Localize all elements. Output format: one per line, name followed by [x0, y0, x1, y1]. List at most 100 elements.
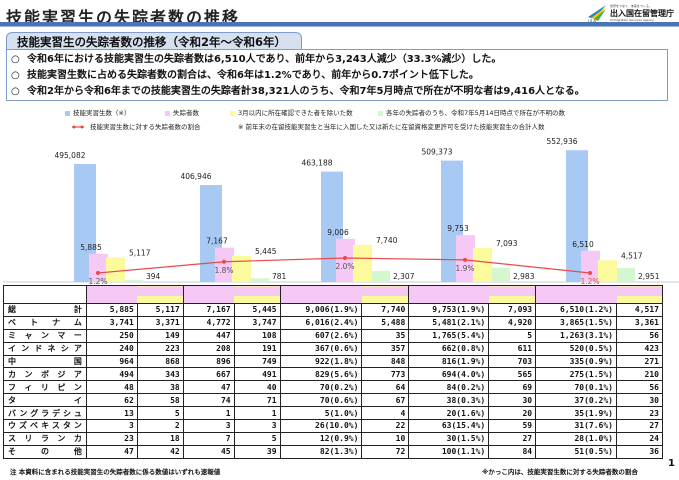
- table-cell: 275(1.5%): [535, 367, 617, 382]
- logo-abbr: ISA: [588, 19, 597, 23]
- row-label: その他: [3, 444, 87, 459]
- table-cell: 38: [136, 380, 184, 395]
- footnote-right: ※かっこ内は、技能実習生数に対する失踪者数の割合: [482, 468, 638, 476]
- legend-swatch-icon: [165, 110, 170, 116]
- ratio-point: [96, 271, 100, 275]
- table-cell: 42: [136, 444, 184, 459]
- bar-2-3: [473, 247, 492, 282]
- table-cell: 271: [616, 354, 663, 369]
- table-cell: 3,865(1.5%): [535, 315, 617, 330]
- ratio-label: 1.9%: [455, 264, 474, 273]
- table-cell: 38(0.3%): [408, 393, 490, 408]
- table-cell: 447: [182, 328, 235, 343]
- table-cell: 3: [85, 419, 138, 433]
- table-cell: 3: [233, 419, 281, 433]
- bar-label: 463,188: [301, 159, 332, 168]
- table-cell: 67: [361, 393, 410, 408]
- table-row: ミャンマー 250 149 447 108 607(2.6%) 35 1,765(5.4%) 5…: [3, 328, 663, 343]
- table-cell: 7,740: [361, 303, 410, 317]
- bar-label: 495,082: [54, 151, 85, 160]
- bar-label: 9,753: [447, 224, 469, 233]
- table-cell: 84: [488, 444, 537, 459]
- legend-item: 技能実習生数（※）: [65, 107, 130, 117]
- table-cell: 9,006(1.9%): [279, 303, 363, 317]
- table-cell: 5,481(2.1%): [408, 315, 490, 330]
- table-cell: 868: [136, 354, 184, 369]
- header-cell-remaining: [234, 285, 281, 304]
- legend-label: 失踪者数: [173, 109, 199, 117]
- table-cell: 4,772: [182, 315, 235, 330]
- header-cell-missing: [535, 285, 617, 304]
- table-cell: 5: [136, 406, 184, 421]
- table-cell: 84(0.2%): [408, 380, 490, 395]
- table-cell: 51(0.5%): [535, 444, 617, 459]
- legend-swatch-icon: [378, 110, 383, 116]
- bar-label: 2,983: [513, 272, 535, 281]
- table-cell: 703: [488, 354, 537, 369]
- table-cell: 1: [233, 406, 281, 421]
- summary-bullet: ○ 令和6年における技能実習生の失踪者数は6,510人であり、前年から3,243人…: [11, 52, 663, 68]
- table-cell: 72: [361, 444, 410, 459]
- table-cell: 667: [182, 367, 235, 382]
- summary-bullet: ○ 令和2年から令和6年までの技能実習生の失踪者計38,321人のうち、令和7年5…: [11, 84, 663, 100]
- table-cell: 23: [85, 431, 138, 446]
- bar-1-4: [581, 250, 600, 282]
- bar-1-2: [336, 238, 355, 282]
- bar-label: 9,006: [327, 228, 349, 237]
- table-row: 総計 5,885 5,117 7,167 5,445 9,006(1.9%) 7,740 9,…: [3, 303, 663, 317]
- bar-label: 5,885: [80, 243, 102, 252]
- table-cell: 491: [233, 367, 281, 382]
- ratio-point: [343, 256, 347, 260]
- logo-english: Immigration Services Agency: [610, 18, 654, 22]
- title-rule-thin: [0, 26, 679, 27]
- table-cell: 5: [488, 328, 537, 343]
- table-row: インドネシア 240 223 208 191 367(0.6%) 357 662(0.8%) 6…: [3, 341, 663, 356]
- bar-label: 7,740: [376, 236, 398, 245]
- ratio-point: [463, 257, 467, 262]
- legend-line-icon: [72, 125, 84, 129]
- table-cell: 964: [85, 354, 138, 369]
- table-cell: 18: [136, 431, 184, 446]
- row-label: バングラデシュ: [3, 406, 87, 421]
- header-cell-remaining: [616, 285, 663, 304]
- table-cell: 69: [488, 380, 537, 395]
- bar-label: 4,517: [621, 251, 643, 260]
- table-cell: 70(0.2%): [279, 380, 363, 395]
- legend-label: 技能実習生数に対する失踪者数の割合: [90, 123, 201, 131]
- summary-bullet: ○ 技能実習生数に占める失踪者数の割合は、令和6年は1.2%であり、前年から0.7…: [11, 68, 663, 84]
- table-cell: 210: [616, 367, 663, 382]
- bar-label: 7,093: [496, 239, 518, 248]
- bullet-icon: ○: [11, 70, 20, 81]
- page-number: 1: [668, 458, 675, 469]
- bullet-text: 令和2年から令和6年までの技能実習生の失踪者計38,321人のうち、令和7年5月…: [27, 86, 585, 97]
- table-cell: 20: [488, 406, 537, 421]
- table-row: ウズベキスタン 3 2 3 3 26(10.0%) 22 63(15.4%) 59 31(7.6%…: [3, 419, 663, 433]
- header-cell-missing: [408, 285, 489, 304]
- ratio-label: 2.0%: [335, 262, 354, 271]
- logo-name: 出入国在留管理庁: [610, 9, 674, 18]
- table-row: ベトナム 3,741 3,371 4,772 3,747 6,016(2.4%) 5,488…: [3, 315, 663, 330]
- table-cell: 63(15.4%): [408, 419, 490, 433]
- table-cell: 28(1.0%): [535, 431, 617, 446]
- bar-label: 5,445: [255, 247, 277, 256]
- bar-label: 7,167: [206, 237, 228, 246]
- agency-logo: ISA 世界をつなぐ、未来をつくる。 出入国在留管理庁 Immigration …: [586, 3, 676, 23]
- row-label: タイ: [3, 393, 87, 408]
- table-row: カンボジア 494 343 667 491 829(5.6%) 773 694(4.0%) 56…: [3, 367, 663, 382]
- table-cell: 3,361: [616, 315, 663, 330]
- header-blank: [3, 285, 87, 304]
- table-cell: 10: [361, 431, 410, 446]
- table-cell: 35(1.9%): [535, 406, 617, 421]
- legend-label: 3月以内に所在確認できた者を除いた数: [238, 109, 353, 117]
- table-cell: 108: [233, 328, 281, 343]
- table-cell: 343: [136, 367, 184, 382]
- table-cell: 56: [616, 380, 663, 395]
- table-cell: 20(1.6%): [408, 406, 490, 421]
- table-cell: 30: [616, 393, 663, 408]
- bar-3-3: [492, 267, 510, 282]
- bullet-icon: ○: [11, 54, 20, 65]
- table-cell: 70(0.6%): [279, 393, 363, 408]
- legend-swatch-icon: [230, 110, 235, 116]
- table-cell: 64: [361, 380, 410, 395]
- ratio-label: 1.2%: [580, 277, 599, 286]
